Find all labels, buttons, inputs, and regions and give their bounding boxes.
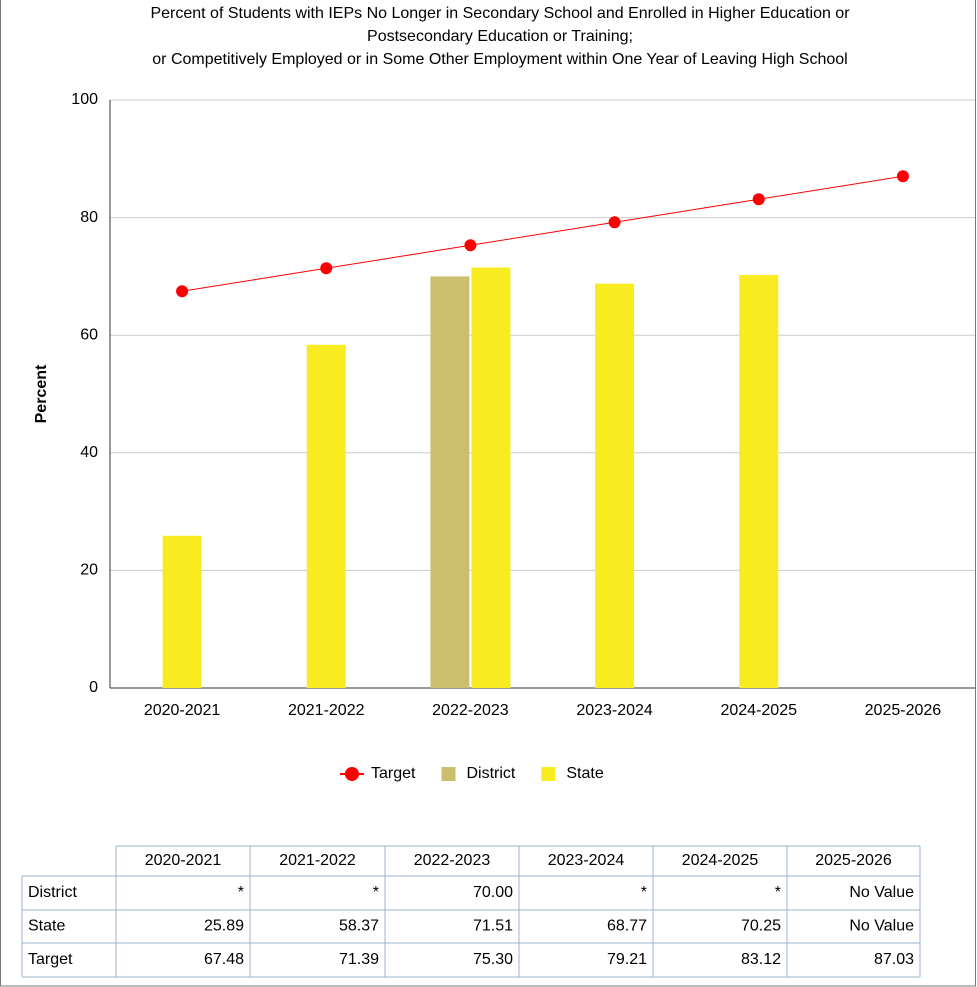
y-axis-label: Percent bbox=[33, 364, 50, 423]
table-header: 2025-2026 bbox=[815, 852, 892, 869]
table-cell: 71.51 bbox=[473, 918, 513, 935]
x-tick-label: 2023-2024 bbox=[576, 702, 653, 719]
y-tick-label: 100 bbox=[71, 91, 98, 108]
legend-swatch bbox=[541, 767, 556, 781]
x-tick-label: 2024-2025 bbox=[720, 702, 797, 719]
table-cell: No Value bbox=[849, 884, 914, 901]
table-header: 2020-2021 bbox=[145, 852, 222, 869]
bar bbox=[430, 276, 470, 688]
x-tick-label: 2025-2026 bbox=[865, 702, 942, 719]
x-tick-label: 2022-2023 bbox=[432, 702, 509, 719]
table-cell: 58.37 bbox=[339, 918, 379, 935]
table-cell: No Value bbox=[849, 918, 914, 935]
table-cell: 87.03 bbox=[874, 951, 914, 968]
x-tick-label: 2021-2022 bbox=[288, 702, 365, 719]
target-point bbox=[896, 170, 909, 183]
table-cell: 67.48 bbox=[204, 951, 244, 968]
bar bbox=[306, 344, 346, 688]
bar bbox=[162, 535, 202, 688]
table-header: 2021-2022 bbox=[279, 852, 356, 869]
y-tick-label: 0 bbox=[89, 679, 98, 696]
chart-title: Postsecondary Education or Training; bbox=[367, 28, 633, 45]
table-cell: 79.21 bbox=[607, 951, 647, 968]
legend-label: District bbox=[466, 765, 515, 782]
table-cell: * bbox=[238, 884, 244, 901]
target-point bbox=[608, 216, 621, 229]
target-point bbox=[320, 262, 333, 275]
chart-title: Percent of Students with IEPs No Longer … bbox=[150, 5, 850, 22]
table-cell: 70.00 bbox=[473, 884, 513, 901]
target-point bbox=[464, 239, 477, 252]
bar bbox=[595, 283, 635, 688]
y-tick-label: 60 bbox=[80, 326, 98, 343]
legend-label: Target bbox=[371, 765, 416, 782]
legend-marker bbox=[345, 767, 359, 781]
table-row-label: Target bbox=[28, 951, 73, 968]
table-cell: 75.30 bbox=[473, 951, 513, 968]
y-tick-label: 80 bbox=[80, 209, 98, 226]
y-tick-label: 20 bbox=[80, 562, 98, 579]
y-tick-label: 40 bbox=[80, 444, 98, 461]
table-header: 2024-2025 bbox=[682, 852, 759, 869]
bar bbox=[471, 267, 511, 688]
table-row-label: State bbox=[28, 918, 65, 935]
table-row-label: District bbox=[28, 884, 77, 901]
legend-label: State bbox=[566, 765, 603, 782]
legend-swatch bbox=[441, 767, 456, 781]
table-cell: * bbox=[775, 884, 781, 901]
table-cell: 71.39 bbox=[339, 951, 379, 968]
bar bbox=[739, 274, 779, 688]
target-line bbox=[182, 175, 903, 292]
table-cell: 83.12 bbox=[741, 951, 781, 968]
chart-title: or Competitively Employed or in Some Oth… bbox=[152, 51, 847, 68]
table-header: 2022-2023 bbox=[414, 852, 491, 869]
table-cell: 68.77 bbox=[607, 918, 647, 935]
table-cell: 25.89 bbox=[204, 918, 244, 935]
table-cell: * bbox=[373, 884, 379, 901]
x-tick-label: 2020-2021 bbox=[144, 702, 221, 719]
target-point bbox=[176, 285, 189, 298]
target-point bbox=[752, 193, 765, 206]
table-header: 2023-2024 bbox=[548, 852, 625, 869]
table-cell: 70.25 bbox=[741, 918, 781, 935]
table-cell: * bbox=[641, 884, 647, 901]
